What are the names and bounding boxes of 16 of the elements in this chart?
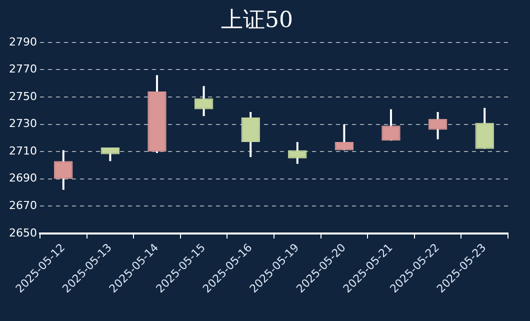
y-tick-label: 2730 <box>8 117 37 130</box>
candlestick <box>475 106 494 150</box>
y-tick-label: 2710 <box>8 144 37 158</box>
y-tick-label: 2790 <box>8 35 37 48</box>
candlestick <box>194 85 214 118</box>
candlestick <box>288 141 307 165</box>
y-tick-label: 2690 <box>8 172 37 185</box>
y-tick-label: 2770 <box>8 62 37 76</box>
chart-title: 上证50 <box>221 8 293 33</box>
candlestick <box>428 111 448 140</box>
y-tick-label: 2670 <box>8 199 37 212</box>
candlestick <box>241 111 260 158</box>
y-tick-label: 2750 <box>8 90 37 103</box>
y-tick-label: 2650 <box>8 226 37 240</box>
candlestick <box>100 146 120 162</box>
candlestick <box>334 123 354 152</box>
